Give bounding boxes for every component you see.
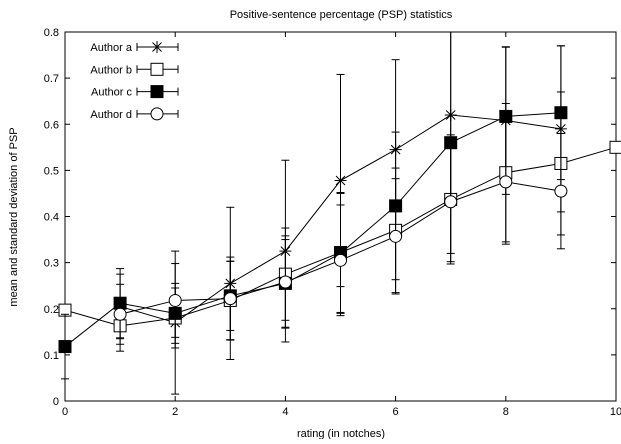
data-point	[334, 253, 347, 267]
data-point	[444, 195, 458, 209]
legend-label: Author a	[90, 42, 132, 54]
x-tick-label: 10	[610, 406, 621, 418]
y-tick-label: 0.6	[44, 119, 59, 131]
y-tick-label: 0.2	[44, 304, 59, 316]
series-layer	[58, 31, 621, 395]
y-axis-label: mean and standard deviation of PSP	[8, 127, 20, 306]
x-tick-label: 8	[503, 406, 509, 418]
legend-marker	[150, 62, 164, 76]
series-line	[64, 112, 561, 347]
data-point	[334, 174, 347, 187]
series-author-c	[58, 31, 568, 380]
axes: 0 2 4 6 8 10 0 0.1 0.2 0.3 0.4 0.5 0.6 0.7 0.8	[44, 27, 621, 418]
y-tick-label: 0.5	[44, 165, 59, 177]
x-axis-label: rating (in notches)	[297, 428, 385, 439]
data-point	[554, 106, 568, 120]
data-point	[389, 229, 403, 243]
data-point	[609, 140, 621, 154]
legend-marker	[150, 85, 164, 99]
data-point	[113, 307, 127, 321]
data-point	[278, 275, 292, 289]
data-point	[499, 175, 513, 189]
legend-item-author-c: Author c	[91, 85, 179, 99]
x-tick-label: 2	[172, 406, 178, 418]
legend-marker	[150, 107, 164, 121]
data-point	[58, 340, 72, 354]
data-point	[554, 184, 568, 198]
legend-label: Author c	[91, 87, 132, 99]
x-tick-label: 0	[62, 406, 68, 418]
legend-item-author-a: Author a	[90, 41, 179, 54]
y-tick-label: 0.3	[44, 258, 59, 270]
y-tick-label: 0.4	[44, 212, 59, 224]
series-author-d	[113, 119, 568, 345]
y-tick-label: 0.7	[44, 73, 59, 85]
legend-item-author-b: Author b	[90, 62, 179, 76]
y-tick-label: 0.1	[44, 350, 59, 362]
legend: Author a Author b Author c Author d	[90, 41, 179, 121]
legend-item-author-d: Author d	[90, 107, 179, 121]
y-tick-label: 0.8	[44, 27, 59, 39]
y-tick-label: 0	[53, 396, 59, 408]
data-point	[168, 293, 182, 307]
chart-title: Positive-sentence percentage (PSP) stati…	[230, 9, 453, 21]
legend-label: Author d	[90, 109, 132, 121]
data-point	[223, 292, 237, 306]
x-tick-label: 6	[393, 406, 399, 418]
x-tick-label: 4	[282, 406, 288, 418]
legend-marker	[151, 41, 163, 53]
legend-label: Author b	[90, 64, 132, 76]
